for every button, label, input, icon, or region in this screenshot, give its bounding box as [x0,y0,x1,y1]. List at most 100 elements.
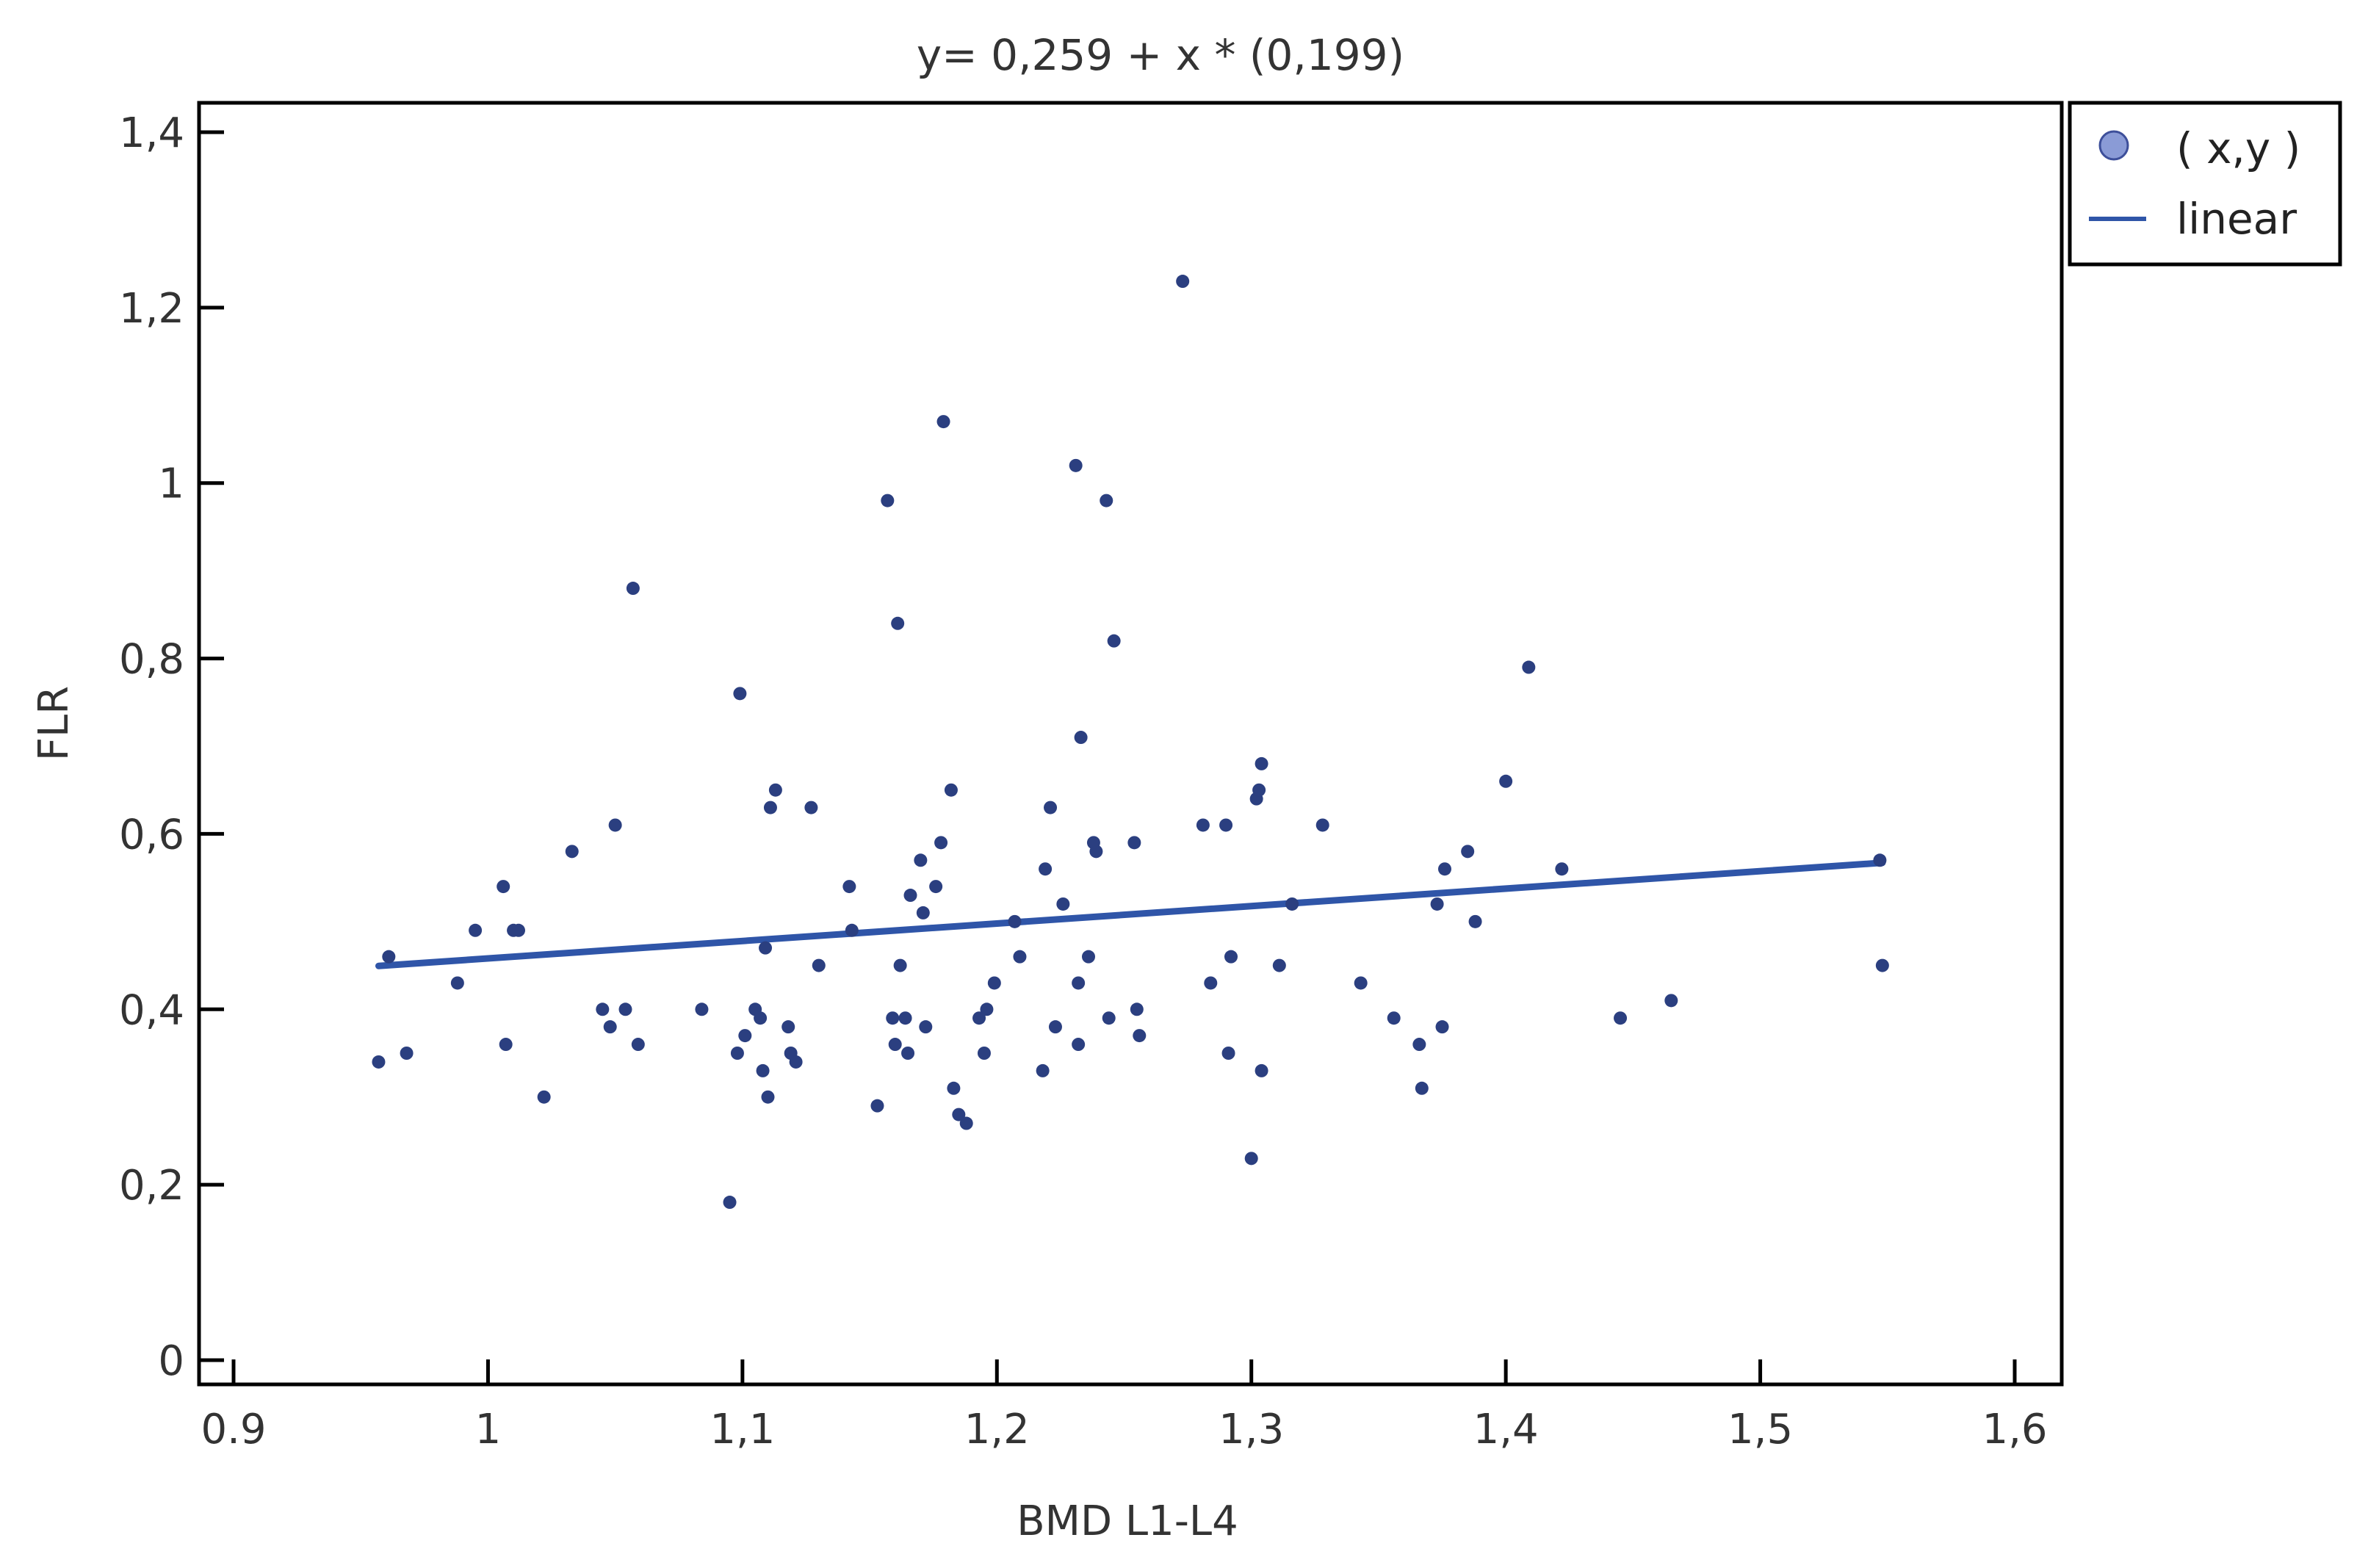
data-point [1074,731,1088,745]
y-tick-label: 1,4 [119,109,184,157]
data-point [959,1116,973,1130]
data-point [1461,845,1475,859]
data-point [730,1047,744,1060]
data-point [565,845,579,859]
data-point [1438,862,1451,876]
data-point [1039,862,1053,876]
data-point [903,889,917,903]
data-point [944,783,958,797]
data-point [1875,958,1889,972]
legend-label-line: linear [2176,194,2297,244]
data-point [980,1002,994,1016]
data-point [952,1108,966,1121]
x-axis: 0.9 1 1,1 1,2 1,3 1,4 1,5 1,6 [201,1359,2048,1453]
data-point [1044,801,1058,814]
data-point [1219,818,1233,832]
data-point [1255,756,1268,770]
x-tick-label: 1,1 [710,1406,775,1453]
data-point [1107,634,1121,648]
data-point [1196,818,1210,832]
x-axis-label: BMD L1-L4 [1017,1497,1238,1545]
data-point [888,1038,902,1052]
data-point [1072,976,1086,990]
data-point [1315,818,1329,832]
data-point [768,783,782,797]
data-point [596,1002,610,1016]
data-point [1133,1029,1147,1043]
data-point [1555,862,1569,876]
data-point [1013,950,1027,964]
data-point [1614,1011,1628,1025]
data-point [1048,1020,1062,1034]
data-point [618,1002,632,1016]
y-tick-label: 0,6 [119,811,184,859]
data-point [608,818,622,832]
data-point [881,494,895,507]
data-point [756,1063,770,1077]
data-point [1387,1011,1401,1025]
x-tick-label: 1,4 [1473,1406,1539,1453]
data-point [1008,914,1022,928]
data-point [763,801,777,814]
data-point [1100,494,1113,507]
data-point [781,1020,795,1034]
data-point [936,415,950,429]
y-axis-label: FLR [30,686,78,761]
data-point [1255,1063,1268,1077]
data-point [1664,994,1678,1008]
data-point [1072,1038,1086,1052]
y-tick-label: 1 [158,460,184,508]
data-point [723,1196,737,1210]
data-point [919,1020,933,1034]
data-point [626,582,640,596]
data-point [1415,1081,1429,1095]
data-point [886,1011,900,1025]
y-tick-label: 0,8 [119,636,184,684]
data-point [450,976,464,990]
y-axis: 0 0,2 0,4 0,6 0,8 1 1,2 1,4 [119,109,224,1385]
data-point [738,1029,752,1043]
data-point [1082,950,1095,964]
data-point [934,836,948,850]
data-point [1412,1038,1426,1052]
data-point [1176,275,1190,289]
data-point [972,1011,986,1025]
data-point [1221,1047,1235,1060]
data-point [1272,958,1286,972]
legend-label-points: ( x,y ) [2176,123,2300,173]
chart-title: y= 0,259 + x * (0,199) [917,30,1404,80]
y-tick-label: 1,2 [119,285,184,333]
x-tick-label: 1,2 [964,1406,1030,1453]
data-point [695,1002,709,1016]
data-point [1056,897,1070,911]
data-point [842,880,856,894]
data-point [1285,897,1299,911]
data-point [733,687,747,701]
data-point [977,1047,991,1060]
data-point [1069,458,1083,472]
legend: ( x,y ) linear [2068,101,2342,267]
y-tick-label: 0,4 [119,986,184,1034]
data-point [1089,845,1103,859]
x-tick-label: 1,6 [1982,1406,2047,1453]
data-point [499,1038,513,1052]
y-tick-label: 0 [158,1337,184,1385]
data-point [1499,774,1513,788]
data-point [512,923,525,937]
data-point [947,1081,961,1095]
data-point [761,1090,775,1104]
data-point [1204,976,1218,990]
data-point [631,1038,645,1052]
data-point [891,616,905,630]
data-point [901,1047,915,1060]
data-point [1354,976,1368,990]
data-point [870,1099,884,1113]
data-point [1468,914,1482,928]
data-point [1430,897,1444,911]
data-point [754,1011,768,1025]
data-point [400,1047,414,1060]
legend-box [2068,101,2342,267]
data-point [1036,1063,1050,1077]
data-point [469,923,483,937]
